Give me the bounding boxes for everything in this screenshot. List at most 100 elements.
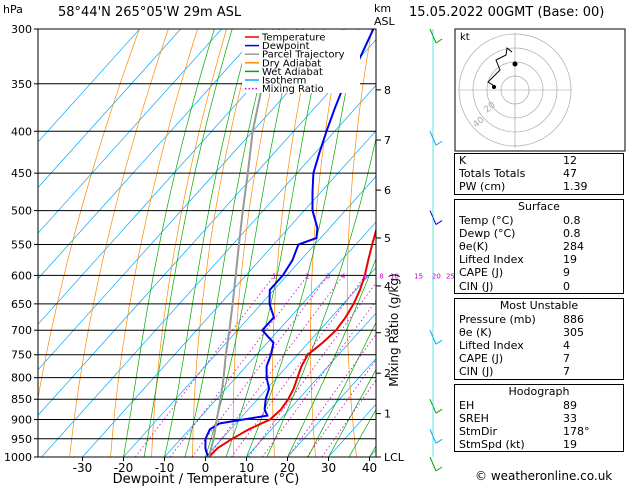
pressure-tick-label: 800	[11, 372, 32, 385]
stat-label: Totals Totals	[459, 167, 526, 181]
pressure-tick-label: 850	[11, 393, 32, 406]
background-lines	[38, 29, 438, 457]
isotherm-line	[287, 358, 376, 457]
stat-label: CIN (J)	[459, 365, 494, 379]
mixing-ratio-line	[191, 275, 329, 457]
stat-row: SREH 33	[455, 412, 623, 425]
legend-label: Dewpoint	[262, 41, 310, 52]
stat-value: 305	[563, 325, 584, 339]
mixing-ratio-label: 1	[272, 272, 276, 280]
axes: 3003504004505005506006507007508008509009…	[4, 23, 405, 475]
pressure-tick-label: 700	[11, 324, 32, 337]
hodograph-unit-label: kt	[460, 32, 470, 43]
temperature-tick-label: 30	[321, 461, 336, 475]
most-unstable-box: Most Unstable Pressure (mb) 886 θe (K) 305…	[454, 297, 624, 380]
wind-barb	[429, 456, 437, 472]
pressure-tick-label: 900	[11, 414, 32, 427]
mixing-ratio-line	[169, 275, 308, 457]
stat-row: PW (cm) 1.39	[455, 180, 623, 193]
legend-label: Temperature	[261, 33, 325, 44]
stat-label: Temp (°C)	[459, 213, 514, 227]
stat-value: 7	[563, 365, 570, 379]
series-line-parcel-trajectory	[207, 29, 281, 457]
wind-barb-flag	[435, 220, 443, 226]
pressure-tick-label: 600	[11, 269, 32, 282]
temperature-tick-label: -20	[114, 461, 134, 475]
stat-label: K	[459, 154, 467, 167]
pressure-tick-label: 400	[11, 125, 32, 138]
wet-adiabat-line	[348, 408, 376, 457]
wind-barbs	[429, 28, 443, 472]
legend-label: Dry Adiabat	[262, 58, 321, 69]
pressure-tick-label: 350	[11, 78, 32, 91]
isotherm-line	[123, 175, 376, 457]
stat-label: Dewp (°C)	[459, 226, 516, 240]
legend-background	[242, 30, 360, 93]
plot-frame	[37, 28, 377, 458]
dry-adiabat-line	[417, 29, 438, 457]
hodograph: kt 40 20	[454, 28, 626, 152]
wind-barb-flag	[435, 140, 443, 146]
isotherm-line	[38, 29, 222, 234]
mixing-ratio-line	[231, 275, 366, 457]
mixing-ratio-axis-label: Mixing Ratio (g/kg)	[387, 273, 401, 386]
stat-label: Lifted Index	[459, 253, 524, 267]
height-unit-label: km	[374, 2, 392, 15]
wet-adiabat-line	[184, 29, 274, 457]
series-line-dewpoint	[204, 29, 375, 457]
surface-wind-marker	[492, 85, 496, 89]
stat-value: 4	[563, 339, 570, 353]
stat-value: 19	[563, 438, 577, 452]
stat-label: θe(K)	[459, 239, 489, 253]
pressure-tick-label: 950	[11, 433, 32, 446]
surface-box: Surface Temp (°C) 0.8 Dewp (°C) 0.8 θe(K) 2…	[454, 198, 624, 294]
hodograph-stats-title: Hodograph	[508, 384, 570, 398]
mixing-ratio-label: 20	[432, 272, 441, 280]
mixing-ratio-label: 10	[390, 272, 399, 280]
mixing-ratio-line	[207, 275, 344, 457]
pressure-tick-label: 450	[11, 167, 32, 180]
temperature-tick-label: 40	[362, 461, 377, 475]
stat-row: Lifted Index 4	[455, 339, 623, 352]
isotherm-line	[38, 29, 304, 325]
stat-row: CAPE (J) 9	[455, 266, 623, 279]
stat-value: 7	[563, 352, 570, 366]
x-axis-label: Dewpoint / Temperature (°C)	[113, 472, 300, 486]
legend-label: Wet Adiabat	[262, 67, 323, 78]
location-title: 58°44'N 265°05'W 29m ASL	[58, 5, 242, 20]
stat-label: CAPE (J)	[459, 266, 504, 280]
stat-row: Totals Totals 47	[455, 167, 623, 180]
stat-label: EH	[459, 398, 475, 412]
stat-value: 284	[563, 239, 584, 253]
stat-label: SREH	[459, 411, 489, 425]
mixing-ratio-label: 15	[414, 272, 423, 280]
hodograph-trace	[487, 47, 513, 88]
hodograph-stats-box: Hodograph EH 89 SREH 33 StmDir 178° StmSpd …	[454, 383, 624, 453]
stat-value: 178°	[563, 425, 590, 438]
storm-motion-marker	[512, 61, 518, 67]
legend-label: Mixing Ratio	[262, 84, 324, 95]
dry-adiabat-line	[151, 29, 227, 457]
height-tick-label: 1	[384, 408, 391, 421]
credit-label: © weatheronline.co.uk	[475, 469, 613, 483]
height-unit-sub-label: ASL	[374, 15, 395, 28]
stat-row: StmDir 178°	[455, 425, 623, 438]
legend-label: Isotherm	[262, 76, 306, 87]
isotherm-line	[38, 29, 263, 280]
wind-barb-flag	[435, 466, 443, 472]
dry-adiabat-line	[346, 29, 373, 457]
stat-row: EH 89	[455, 399, 623, 412]
stat-row: CIN (J) 7	[455, 365, 623, 378]
stat-value: 47	[563, 167, 577, 181]
pressure-tick-label: 550	[11, 238, 32, 251]
general-indices-box: K 12 Totals Totals 47 PW (cm) 1.39	[454, 153, 624, 195]
wet-adiabat-line	[123, 29, 215, 457]
isotherm-line	[246, 312, 376, 457]
temperature-tick-label: -10	[155, 461, 175, 475]
stat-value: 886	[563, 312, 584, 326]
height-tick-label: 8	[384, 84, 391, 97]
mixing-ratio-line	[261, 299, 376, 457]
height-tick-label: 5	[384, 232, 391, 245]
height-tick-label: 4	[384, 280, 391, 293]
stat-row: Pressure (mb) 886	[455, 313, 623, 326]
